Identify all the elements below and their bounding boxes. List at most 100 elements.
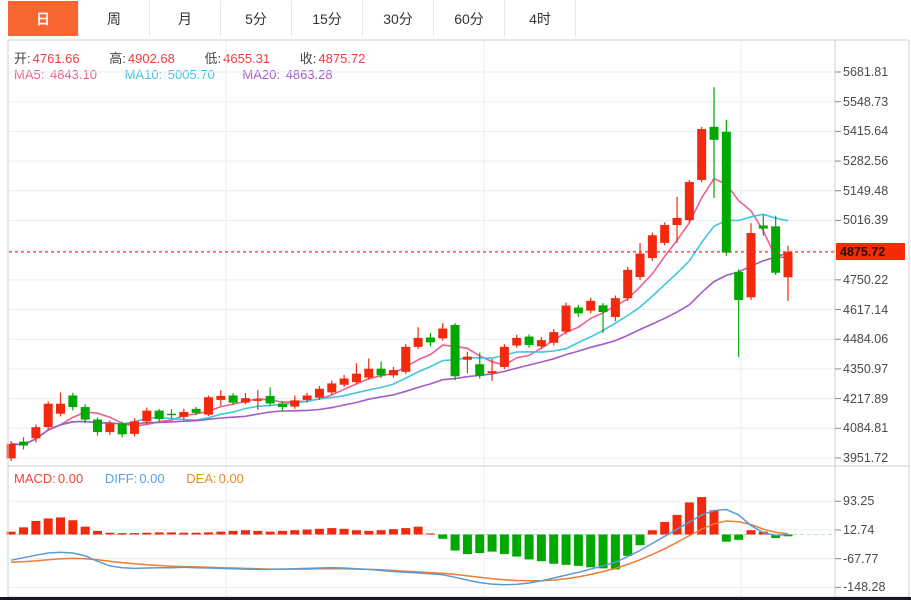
candle-body-up: [388, 370, 398, 376]
price-tick-label: 3951.72: [843, 451, 889, 465]
macd-bar-positive: [191, 532, 201, 535]
macd-bar-negative: [635, 534, 645, 546]
low-label: 低:: [204, 51, 222, 66]
macd-bar-negative: [512, 534, 522, 557]
macd-bar-negative: [783, 534, 793, 537]
macd-bar-positive: [240, 530, 250, 535]
macd-bar-positive: [179, 532, 189, 535]
macd-bar-positive: [6, 531, 16, 535]
open-label: 开:: [14, 51, 31, 66]
diff-line: [11, 508, 789, 586]
macd-bar-positive: [660, 522, 670, 535]
candle-body-down: [734, 271, 744, 300]
candle-body-down: [19, 441, 29, 446]
dea-line: [11, 520, 789, 582]
candle-body-up: [327, 383, 337, 393]
macd-bar-positive: [277, 530, 287, 535]
candle-body-down: [228, 395, 238, 403]
macd-bar-negative: [561, 534, 571, 565]
window-bottom-edge: [0, 597, 911, 600]
macd-bar-negative: [499, 534, 509, 555]
macd-bar-positive: [43, 518, 53, 535]
candle-body-down: [166, 413, 176, 416]
macd-bar-negative: [586, 534, 596, 568]
candle-body-down: [524, 336, 534, 346]
candle-body-down: [573, 307, 583, 314]
macd-bar-positive: [351, 530, 361, 535]
tab-5min[interactable]: 5分: [221, 1, 292, 36]
candle-body-down: [277, 403, 287, 408]
tab-week[interactable]: 周: [79, 1, 150, 36]
candle-body-up: [142, 410, 152, 422]
candle-body-up: [586, 300, 596, 311]
macd-bar-negative: [475, 534, 485, 554]
macd-bar-positive: [228, 530, 238, 535]
candle-body-down: [265, 395, 275, 404]
candle-body-up: [6, 443, 16, 459]
candle-body-up: [364, 368, 374, 378]
candle-body-up: [697, 129, 707, 180]
tab-4hour[interactable]: 4时: [505, 1, 576, 36]
price-tick-label: 4617.14: [843, 302, 889, 317]
open-value: 4761.66: [32, 51, 80, 66]
macd-bar-positive: [376, 530, 386, 535]
macd-bar-positive: [105, 532, 115, 535]
macd-bar-negative: [536, 534, 546, 562]
macd-bar-positive: [401, 528, 411, 535]
close-label: 收:: [299, 51, 317, 66]
macd-tick-label: 93.25: [843, 494, 875, 509]
candle-body-up: [179, 411, 189, 417]
price-tick-label: 4084.81: [843, 421, 889, 436]
candle-body-up: [783, 251, 793, 278]
diff-label: DIFF:: [104, 471, 138, 486]
candle-body-up: [203, 397, 213, 415]
candle-body-down: [598, 305, 608, 313]
macd-bar-negative: [487, 534, 497, 552]
ma-header: MA5: 4843.10 MA10: 5005.70 MA20: 4863.28: [14, 67, 357, 82]
macd-bar-positive: [142, 532, 152, 535]
tab-60min[interactable]: 60分: [434, 1, 505, 36]
macd-bar-positive: [19, 527, 29, 535]
diff-value: 0.00: [139, 471, 165, 486]
candle-body-up: [610, 298, 620, 317]
candle-body-up: [499, 346, 509, 367]
macd-tick-label: -148.28: [843, 580, 886, 595]
macd-bar-positive: [413, 526, 423, 535]
macd-bar-negative: [524, 534, 534, 560]
current-price-value: 4875.72: [840, 244, 886, 259]
macd-bar-negative: [462, 534, 472, 555]
tab-15min[interactable]: 15分: [292, 1, 363, 36]
candle-body-up: [549, 332, 559, 343]
candle-body-down: [758, 225, 768, 229]
ma5-label: MA5:: [14, 67, 45, 82]
macd-bar-positive: [647, 530, 657, 535]
ma20-value: 4863.28: [285, 67, 333, 82]
candle-body-up: [438, 328, 448, 339]
macd-tick-label: -67.77: [843, 551, 879, 566]
macd-tick-label: 12.74: [843, 522, 875, 537]
tab-month[interactable]: 月: [150, 1, 221, 36]
candle-body-up: [253, 399, 263, 401]
macd-bar-negative: [598, 534, 608, 569]
macd-bar-negative: [450, 534, 460, 551]
price-tick-label: 4350.97: [843, 361, 889, 376]
ohlc-header: 开: 4761.66 高: 4902.68 低: 4655.31 收: 4875.72: [14, 48, 391, 67]
candle-body-down: [771, 226, 781, 273]
ma10-line: [11, 213, 789, 446]
macd-bar-negative: [573, 534, 583, 566]
tab-day[interactable]: 日: [8, 1, 79, 36]
candle-body-down: [709, 126, 719, 140]
price-tick-label: 4484.06: [843, 332, 889, 347]
high-value: 4902.68: [127, 51, 175, 66]
candle-body-down: [80, 407, 90, 420]
macd-label: MACD:: [14, 471, 56, 486]
price-tick-label: 5415.64: [843, 124, 889, 139]
ma10-label: MA10:: [124, 67, 163, 82]
tab-30min[interactable]: 30分: [363, 1, 434, 36]
macd-bar-negative: [771, 534, 781, 539]
ma5-value: 4843.10: [49, 67, 97, 82]
candle-body-down: [93, 419, 103, 433]
candle-body-up: [31, 427, 41, 439]
candle-body-down: [68, 395, 78, 408]
